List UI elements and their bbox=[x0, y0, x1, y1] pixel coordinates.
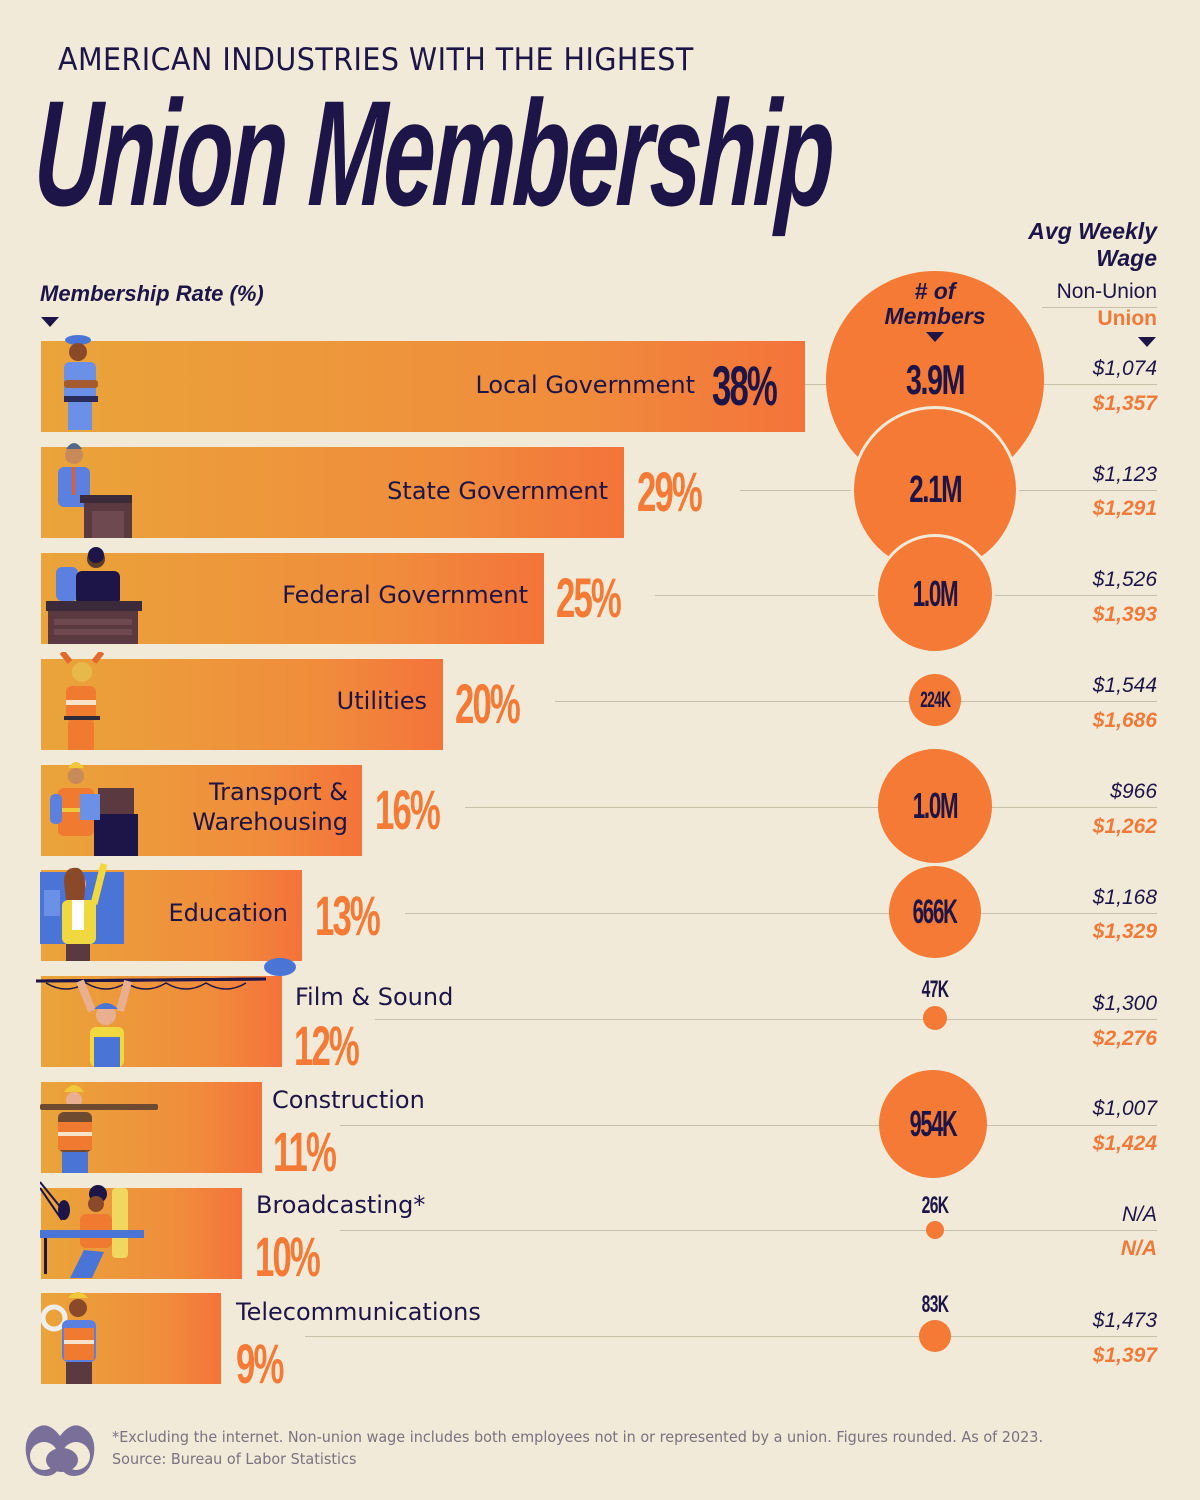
industry-label: Transport & Warehousing bbox=[192, 777, 348, 837]
union-wage: $1,424 bbox=[1092, 1132, 1157, 1155]
telecom-worker-icon bbox=[40, 1288, 110, 1384]
non-union-wage: $1,123 bbox=[1092, 463, 1157, 486]
construction-worker-icon bbox=[40, 1078, 160, 1173]
rate-down-arrow-icon bbox=[41, 317, 59, 327]
industry-label: Federal Government bbox=[282, 581, 528, 609]
wage-down-arrow-icon bbox=[1138, 337, 1156, 347]
non-union-wage: N/A bbox=[1121, 1203, 1157, 1226]
union-wage: $1,329 bbox=[1092, 920, 1157, 943]
rate-value: 16% bbox=[375, 778, 441, 841]
industry-label-line1: Transport & bbox=[209, 778, 348, 806]
members-bubble-telecommunications bbox=[919, 1320, 951, 1352]
industry-label: Broadcasting* bbox=[256, 1191, 426, 1219]
utility-worker-icon bbox=[40, 652, 120, 750]
industry-label: Film & Sound bbox=[295, 983, 454, 1011]
members-value: 47K bbox=[921, 976, 949, 1003]
industry-label: Telecommunications bbox=[236, 1298, 481, 1326]
members-bubble-transport-warehousing: 1.0M bbox=[878, 749, 992, 863]
membership-rate-header: Membership Rate (%) bbox=[40, 281, 264, 306]
union-wage: N/A bbox=[1120, 1237, 1157, 1260]
footnote-text: *Excluding the internet. Non-union wage … bbox=[112, 1428, 1044, 1446]
non-union-legend: Non-Union bbox=[1042, 280, 1157, 308]
non-union-wage: $1,007 bbox=[1092, 1097, 1157, 1120]
union-wage: $1,357 bbox=[1092, 392, 1157, 415]
wage-header-line2: Wage bbox=[1096, 245, 1157, 271]
members-value: 83K bbox=[921, 1291, 949, 1318]
union-legend: Union bbox=[1097, 307, 1157, 330]
union-wage: $2,276 bbox=[1092, 1027, 1157, 1050]
non-union-wage: $1,168 bbox=[1092, 886, 1157, 909]
industry-label: Local Government bbox=[475, 371, 695, 399]
members-value: 666K bbox=[913, 892, 958, 931]
union-wage: $1,686 bbox=[1092, 709, 1157, 732]
broadcaster-icon bbox=[40, 1180, 150, 1279]
chart-subtitle: AMERICAN INDUSTRIES WITH THE HIGHEST bbox=[58, 42, 694, 78]
rate-value: 25% bbox=[556, 566, 622, 629]
row-guide-9 bbox=[340, 1230, 1157, 1231]
members-value: 3.9M bbox=[905, 356, 965, 403]
police-officer-icon bbox=[50, 332, 120, 432]
rate-value: 20% bbox=[455, 672, 521, 735]
members-bubble-federal-government: 1.0M bbox=[878, 537, 992, 651]
row-guide-5 bbox=[465, 807, 1157, 808]
publisher-logo-icon bbox=[22, 1422, 98, 1478]
footnote: *Excluding the internet. Non-union wage … bbox=[112, 1426, 1043, 1470]
row-guide-4 bbox=[555, 701, 1157, 702]
bar-utilities bbox=[41, 659, 443, 750]
row-guide-8 bbox=[340, 1125, 1157, 1126]
union-wage: $1,393 bbox=[1092, 603, 1157, 626]
bar-local-government bbox=[41, 341, 805, 432]
industry-label: State Government bbox=[387, 477, 608, 505]
industry-label: Education bbox=[168, 899, 288, 927]
members-value: 2.1M bbox=[908, 468, 962, 511]
non-union-wage: $1,074 bbox=[1092, 357, 1157, 380]
avg-weekly-wage-header: Avg Weekly Wage bbox=[1028, 218, 1157, 272]
politician-podium-icon bbox=[40, 437, 140, 538]
non-union-wage: $1,526 bbox=[1092, 568, 1157, 591]
non-union-wage: $966 bbox=[1110, 780, 1157, 803]
members-bubble-education: 666K bbox=[889, 866, 981, 958]
union-wage: $1,291 bbox=[1092, 497, 1157, 520]
industry-label: Construction bbox=[272, 1086, 425, 1114]
row-guide-10 bbox=[305, 1336, 1157, 1337]
rate-value: 29% bbox=[637, 460, 703, 523]
members-header: # of Members bbox=[884, 271, 986, 342]
non-union-wage: $1,544 bbox=[1092, 674, 1157, 697]
non-union-wage: $1,473 bbox=[1092, 1309, 1157, 1332]
union-wage: $1,262 bbox=[1092, 815, 1157, 838]
members-value: 26K bbox=[921, 1192, 949, 1219]
union-wage: $1,397 bbox=[1092, 1344, 1157, 1367]
members-value: 224K bbox=[919, 687, 951, 712]
industry-label-line2: Warehousing bbox=[192, 808, 348, 836]
members-header-line2: Members bbox=[884, 303, 986, 329]
row-guide-7 bbox=[375, 1019, 1157, 1020]
source-text: Source: Bureau of Labor Statistics bbox=[112, 1450, 357, 1468]
members-bubble-film-sound bbox=[923, 1006, 947, 1030]
wage-header-line1: Avg Weekly bbox=[1028, 218, 1157, 244]
rate-value: 12% bbox=[294, 1014, 360, 1077]
members-value: 1.0M bbox=[912, 573, 959, 614]
warehouse-worker-icon bbox=[40, 758, 150, 856]
industry-label: Utilities bbox=[336, 687, 427, 715]
rate-value: 11% bbox=[273, 1120, 337, 1183]
rate-value: 13% bbox=[315, 884, 381, 947]
non-union-wage: $1,300 bbox=[1092, 992, 1157, 1015]
rate-value: 9% bbox=[236, 1332, 284, 1395]
members-value: 1.0M bbox=[912, 785, 959, 826]
judge-icon bbox=[40, 545, 144, 644]
bar-state-government bbox=[41, 447, 624, 538]
boom-operator-icon bbox=[36, 955, 296, 1067]
members-value: 954K bbox=[909, 1103, 958, 1144]
row-guide-6 bbox=[405, 913, 1157, 914]
members-bubble-broadcasting bbox=[926, 1221, 944, 1239]
members-header-line1: # of bbox=[914, 278, 956, 304]
members-bubble-construction: 954K bbox=[879, 1070, 987, 1178]
members-bubble-utilities: 224K bbox=[909, 674, 961, 726]
rate-value: 38% bbox=[712, 354, 778, 417]
teacher-icon bbox=[40, 860, 130, 961]
members-down-arrow-icon bbox=[925, 332, 944, 342]
rate-value: 10% bbox=[255, 1225, 321, 1288]
chart-title: Union Membership bbox=[31, 69, 836, 237]
